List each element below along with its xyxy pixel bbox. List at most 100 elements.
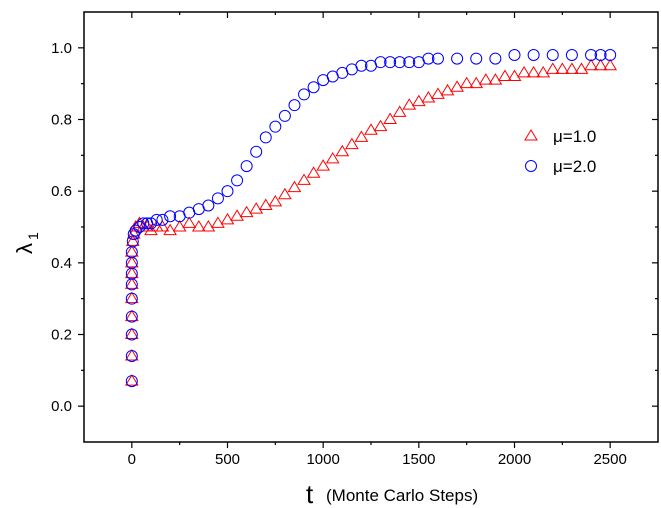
data-point — [593, 58, 608, 71]
x-axis-title-main: t — [306, 479, 314, 508]
data-point — [240, 160, 253, 173]
data-point — [150, 213, 163, 226]
data-point — [306, 166, 321, 178]
data-point — [156, 213, 169, 226]
data-point — [354, 130, 369, 142]
data-point — [278, 187, 292, 200]
legend-marker-mu2 — [525, 160, 537, 172]
data-point — [202, 199, 215, 212]
data-point — [469, 76, 484, 89]
x-tick-label: 1000 — [306, 451, 339, 468]
data-point — [574, 62, 589, 74]
data-point — [364, 123, 378, 135]
data-point — [402, 98, 417, 110]
data-point — [498, 69, 512, 81]
data-point — [517, 65, 531, 78]
data-point — [335, 144, 350, 157]
data-point — [488, 73, 503, 85]
data-point — [201, 220, 216, 232]
data-point — [355, 59, 368, 72]
data-point — [298, 88, 311, 101]
data-point — [526, 65, 541, 78]
data-point — [585, 49, 598, 61]
data-point — [307, 81, 320, 94]
y-tick-label: 0.6 — [51, 183, 72, 200]
y-axis-title-main: λ — [12, 243, 37, 254]
data-point — [191, 220, 206, 232]
x-tick-label: 2500 — [593, 451, 626, 468]
y-tick-label: 0.2 — [51, 327, 72, 344]
data-point — [144, 223, 158, 236]
legend: μ=1.0 μ=2.0 — [524, 127, 596, 176]
data-point — [403, 56, 416, 69]
data-point — [124, 291, 139, 304]
data-point — [125, 310, 138, 323]
data-point — [124, 349, 139, 361]
y-tick-label: 1.0 — [51, 40, 72, 57]
data-point — [316, 159, 331, 171]
series-1 — [124, 58, 618, 386]
data-point — [594, 49, 607, 61]
data-point — [422, 52, 435, 65]
data-point — [259, 131, 272, 144]
data-point — [507, 69, 522, 81]
data-point — [565, 49, 578, 61]
legend-marker-mu1 — [524, 129, 538, 141]
data-point — [383, 112, 398, 124]
data-point — [125, 292, 138, 305]
plot-frame — [83, 11, 659, 443]
y-tick-label: 0.8 — [51, 112, 72, 129]
series-layer — [124, 49, 618, 388]
data-point — [231, 174, 244, 187]
data-point — [604, 49, 617, 61]
data-point — [124, 309, 139, 322]
data-point — [124, 245, 139, 257]
data-point — [221, 185, 234, 198]
y-tick-label: 0.4 — [51, 255, 72, 272]
data-point — [239, 205, 254, 218]
data-point — [545, 62, 560, 74]
data-point — [565, 62, 579, 74]
data-point — [129, 224, 142, 237]
data-point — [133, 221, 146, 233]
data-point — [125, 328, 138, 341]
data-point — [250, 145, 263, 158]
data-point — [470, 52, 483, 65]
data-point — [440, 83, 455, 96]
x-axis-title-paren: (Monte Carlo Steps) — [326, 486, 478, 505]
data-point — [137, 217, 150, 230]
x-tick-label: 1500 — [402, 451, 435, 468]
data-point — [211, 216, 225, 228]
data-point — [536, 65, 551, 78]
data-point — [508, 49, 521, 61]
data-point — [584, 58, 598, 71]
data-point — [374, 56, 387, 69]
data-point — [230, 209, 244, 221]
data-point — [459, 76, 474, 89]
data-point — [450, 80, 464, 92]
data-point — [555, 62, 570, 74]
data-point — [124, 374, 139, 386]
data-point — [258, 198, 273, 210]
y-tick-label: 0.0 — [51, 398, 72, 415]
data-point — [211, 192, 224, 205]
data-point — [478, 73, 493, 85]
data-point — [421, 91, 436, 103]
data-point — [269, 120, 282, 133]
data-point — [144, 217, 157, 230]
data-point — [163, 223, 177, 236]
data-point — [546, 49, 559, 61]
data-point — [124, 255, 139, 268]
data-point — [373, 119, 388, 132]
data-point — [124, 266, 139, 279]
series-2 — [125, 49, 617, 388]
data-point — [411, 94, 426, 107]
data-point — [125, 350, 138, 362]
x-axis-title: t (Monte Carlo Steps) — [306, 479, 478, 508]
data-point — [431, 87, 445, 99]
data-point — [297, 173, 311, 185]
data-point — [325, 151, 340, 164]
data-point — [155, 220, 170, 232]
y-axis-title: λ 1 — [12, 232, 41, 254]
